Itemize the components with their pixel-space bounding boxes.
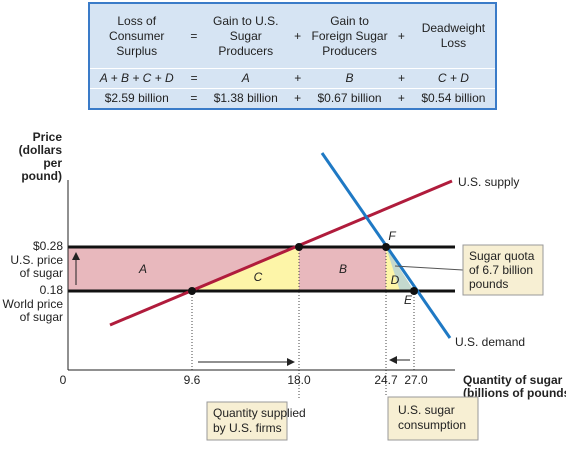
region-a [68, 247, 299, 291]
y-tick-label: 0.18 [40, 283, 64, 297]
x-tick-label: 27.0 [404, 373, 428, 387]
points [188, 243, 418, 295]
x-tick-label: 0 [60, 373, 67, 387]
x-axis-title: (billions of pounds) [463, 386, 566, 400]
consumption-callout [387, 396, 479, 441]
y-caption: World price [3, 297, 64, 311]
y-caption: U.S. price [10, 253, 63, 267]
cell: = [183, 88, 205, 109]
cell: + [391, 88, 412, 109]
x-tick-label: 18.0 [287, 373, 311, 387]
cell: Gain to U.S. Sugar Producers [213, 13, 279, 58]
cell: $0.67 billion [308, 88, 392, 109]
y-title-line: pound) [21, 169, 62, 183]
cell: + [287, 68, 309, 89]
callout-text: Quantity supplied [213, 406, 306, 420]
quota-callout [462, 244, 544, 296]
cell: = [190, 28, 198, 43]
y-caption: of sugar [20, 266, 63, 280]
cell: $1.38 billion [204, 88, 288, 109]
values-row: $2.59 billion = $1.38 billion + $0.67 bi… [89, 88, 496, 109]
region-label: A [138, 262, 147, 276]
supply-label: U.S. supply [458, 175, 519, 189]
x-axis-title: Quantity of sugar [463, 373, 563, 387]
y-axis-title: Price (dollars per pound) [19, 130, 63, 183]
header-row: Loss of Consumer Surplus = Gain to U.S. … [89, 3, 496, 69]
region-b [299, 247, 386, 291]
cell: C + D [411, 68, 496, 89]
callout-text: by U.S. firms [213, 421, 282, 435]
cell: Deadweight Loss [421, 21, 486, 50]
formula-row: A + B + C + D = A + B + C + D [89, 68, 496, 89]
callout-text: of 6.7 billion [469, 263, 533, 277]
point-label: E [404, 293, 413, 307]
region-label: C [254, 270, 263, 284]
cell: = [183, 68, 205, 89]
cell: A + B + C + D [89, 68, 184, 89]
cell: Loss of Consumer Surplus [109, 13, 165, 58]
cell: + [391, 68, 412, 89]
y-caption: of sugar [20, 310, 63, 324]
callout-text: pounds [469, 277, 508, 291]
summary-table: Loss of Consumer Surplus = Gain to U.S. … [88, 2, 497, 110]
cell: Gain to Foreign Sugar Producers [311, 13, 388, 58]
y-title-line: (dollars [19, 143, 63, 157]
cell: + [397, 28, 405, 43]
supply-curve [109, 179, 453, 327]
cell: $0.54 billion [411, 88, 496, 109]
demand-label: U.S. demand [455, 335, 525, 349]
x-tick-label: 9.6 [184, 373, 201, 387]
y-title-line: per [43, 156, 62, 170]
cell: B [308, 68, 392, 89]
callout-text: consumption [398, 418, 466, 432]
region-label: B [339, 262, 347, 276]
x-tick-label: 24.7 [374, 373, 398, 387]
callout-text: U.S. sugar [398, 403, 455, 417]
callout-text: Sugar quota [469, 249, 535, 263]
cell: $2.59 billion [89, 88, 184, 109]
cell: + [294, 28, 302, 43]
y-tick-label: $0.28 [33, 239, 63, 253]
point-label: F [388, 229, 396, 243]
region-label: D [391, 273, 400, 287]
supplied-callout [206, 401, 288, 441]
y-title-line: Price [33, 130, 63, 144]
cell: + [287, 88, 309, 109]
quota-leader [394, 265, 464, 271]
cell: A [204, 68, 288, 89]
